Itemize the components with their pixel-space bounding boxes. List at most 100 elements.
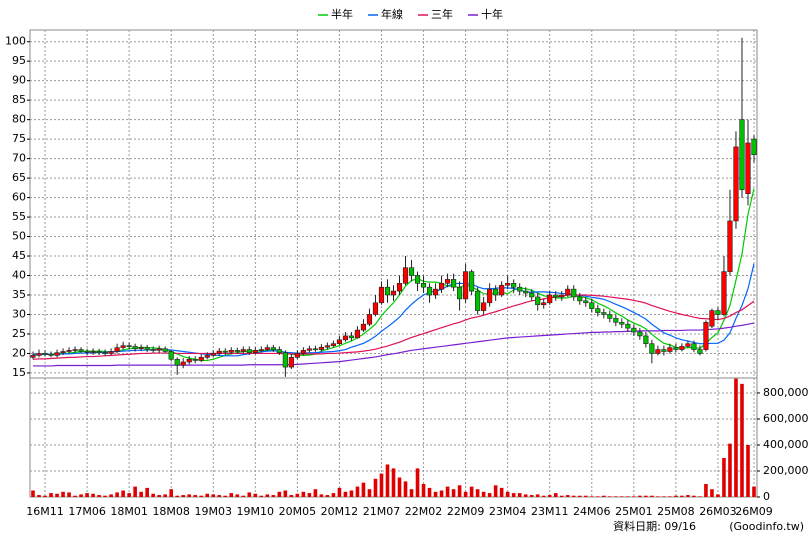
y-tick-label: 85 — [12, 93, 26, 106]
candle-body — [667, 347, 673, 352]
candle-body — [589, 302, 595, 309]
volume-bar — [271, 495, 276, 497]
candle-body — [559, 294, 565, 298]
volume-bar — [601, 495, 606, 497]
y-tick-label: 95 — [12, 54, 26, 67]
x-tick-label: 24M06 — [573, 505, 611, 518]
volume-bar — [409, 489, 414, 497]
volume-bar — [133, 486, 137, 497]
candle-body — [126, 345, 132, 347]
volume-bar — [121, 490, 125, 497]
volume-bar — [722, 457, 726, 497]
candle-body — [402, 267, 409, 284]
y-tick-label: 0 — [763, 490, 770, 503]
x-tick-label: 22M02 — [405, 505, 443, 518]
volume-bar — [656, 496, 660, 497]
volume-bar — [331, 493, 336, 497]
volume-bar — [511, 493, 516, 497]
y-tick-label: 60 — [12, 191, 26, 204]
y-tick-label: 75 — [12, 132, 26, 145]
x-tick-label: 26M09 — [735, 505, 773, 518]
volume-bar — [547, 495, 552, 497]
volume-bar — [692, 495, 696, 497]
candle-body — [354, 329, 361, 339]
candle-body — [457, 286, 463, 300]
volume-bar — [451, 489, 456, 497]
x-tick-label: 19M10 — [237, 505, 275, 518]
volume-bar — [523, 494, 528, 497]
candle-body — [138, 347, 144, 350]
y-tick-label: 800,000 — [763, 386, 808, 399]
volume-bar — [109, 494, 113, 497]
candle-body — [655, 349, 661, 354]
y-tick-label: 55 — [12, 210, 26, 223]
candle-body — [432, 288, 439, 296]
candle-body — [697, 349, 703, 354]
volume-bar — [43, 495, 47, 497]
candle-body — [679, 346, 685, 350]
volume-bar — [650, 495, 654, 497]
ma-line — [32, 294, 755, 360]
volume-bar — [259, 495, 264, 497]
candle-body — [709, 310, 715, 327]
volume-bar — [145, 487, 149, 497]
candle-body — [360, 323, 367, 331]
x-tick-label: 26M03 — [699, 505, 737, 518]
volume-bar — [493, 485, 498, 497]
volume-bar — [505, 491, 510, 497]
y-tick-label: 600,000 — [763, 412, 808, 425]
candle-body — [342, 335, 349, 341]
candle-body — [631, 327, 637, 333]
candle-body — [703, 321, 709, 350]
volume-bar — [265, 494, 270, 497]
volume-bar — [373, 478, 378, 497]
candle-body — [481, 302, 487, 311]
candle-body — [463, 271, 469, 300]
volume-bar — [704, 483, 708, 497]
x-tick-label: 21M07 — [363, 505, 401, 518]
volume-bar — [127, 493, 131, 497]
volume-bar — [445, 486, 450, 497]
candle-body — [72, 349, 78, 351]
volume-bar — [680, 495, 684, 497]
candle-body — [577, 296, 583, 302]
volume-bar — [49, 493, 53, 497]
candle-body — [487, 288, 493, 304]
candle-body — [90, 351, 96, 353]
candle-body — [505, 283, 511, 286]
candle-body — [264, 347, 270, 350]
candle-body — [336, 339, 343, 345]
candle-body — [721, 271, 727, 315]
volume-bar — [55, 493, 59, 497]
volume-bar — [307, 493, 312, 497]
legend-label: 三年 — [431, 7, 453, 21]
volume-bar — [421, 483, 426, 497]
candle-body — [523, 290, 529, 294]
volume-bar — [325, 495, 330, 497]
candle-body — [390, 290, 397, 296]
candle-body — [499, 284, 505, 296]
volume-bar — [716, 494, 720, 497]
candle-body — [691, 343, 697, 350]
candle-body — [252, 350, 258, 353]
volume-bar — [85, 493, 89, 497]
volume-bar — [626, 496, 630, 497]
candle-body — [246, 349, 252, 353]
candle-body — [426, 286, 433, 296]
volume-bar — [151, 493, 155, 497]
volume-bar — [295, 493, 300, 497]
volume-bar — [217, 495, 222, 497]
y-tick-label: 15 — [12, 366, 26, 379]
candle-body — [372, 302, 379, 315]
candle-body — [601, 312, 607, 315]
y-tick-label: 25 — [12, 327, 26, 340]
candle-body — [186, 358, 192, 363]
volume-bar — [181, 495, 186, 497]
candle-body — [210, 353, 216, 356]
y-tick-label: 100 — [5, 35, 26, 48]
candle-body — [643, 335, 649, 345]
candle-body — [180, 361, 186, 366]
volume-bar — [91, 493, 95, 497]
volume-bar — [199, 495, 204, 497]
